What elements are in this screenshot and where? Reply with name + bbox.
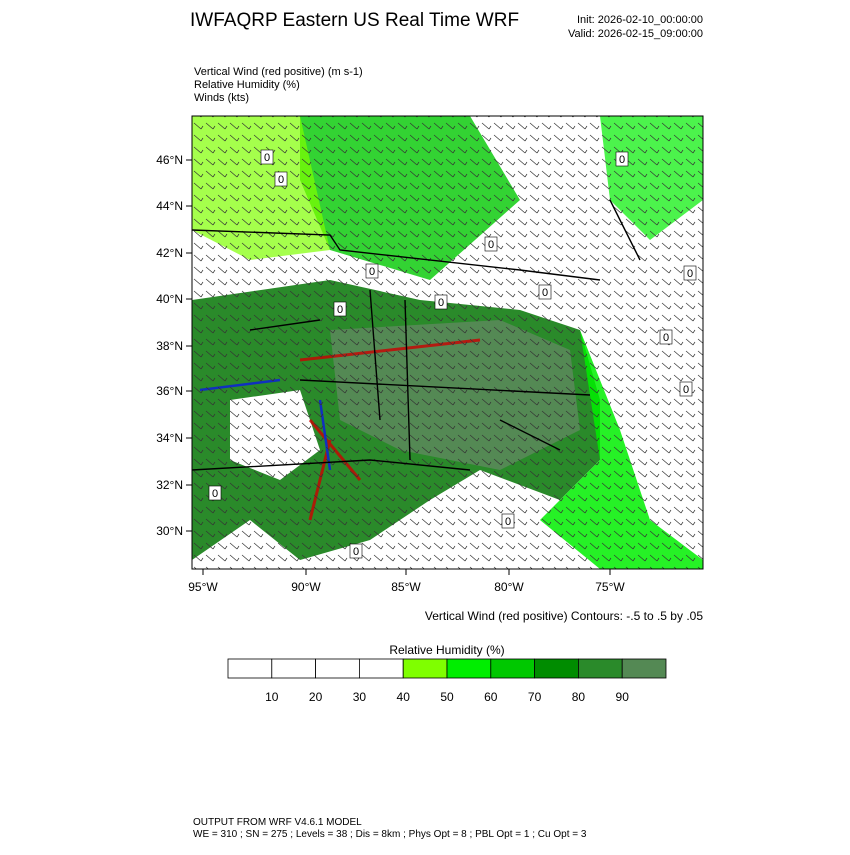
contour-label: 0 — [337, 304, 343, 316]
contour-label: 0 — [488, 239, 494, 251]
contour-label: 0 — [687, 268, 693, 280]
lat-label: 42°N — [156, 246, 183, 260]
colorbar-box — [621, 658, 667, 679]
contour-label: 0 — [438, 297, 444, 309]
contour-label-box — [501, 513, 515, 529]
footer: OUTPUT FROM WRF V4.6.1 MODEL — [193, 817, 362, 828]
lat-label: 38°N — [156, 339, 183, 353]
colorbar-label: 10 — [265, 690, 279, 704]
contour-label: 0 — [619, 154, 625, 166]
lon-label: 90°W — [291, 580, 321, 594]
lon-label: 80°W — [494, 580, 524, 594]
title: IWFAQRP Eastern US Real Time WRF — [190, 10, 519, 31]
colorbar-label: 30 — [353, 690, 367, 704]
lat-label: 44°N — [156, 199, 183, 213]
contour-label-box — [659, 329, 673, 345]
contour-label: 0 — [278, 174, 284, 186]
lon-label: 75°W — [595, 580, 625, 594]
footer: WE = 310 ; SN = 275 ; Levels = 38 ; Dis … — [193, 829, 587, 840]
colorbar-label: 70 — [528, 690, 542, 704]
contour-label-box — [260, 149, 274, 165]
contour-label: 0 — [353, 546, 359, 558]
contour-label: 0 — [212, 488, 218, 500]
colorbar-box — [271, 658, 316, 679]
field-label: Vertical Wind (red positive) (m s-1) — [194, 66, 363, 78]
colorbar-title: Relative Humidity (%) — [389, 643, 504, 657]
contour-label: 0 — [264, 152, 270, 164]
lat-label: 34°N — [156, 431, 183, 445]
contour-label: 0 — [663, 332, 669, 344]
contour-label: 0 — [683, 384, 689, 396]
contour-info: Vertical Wind (red positive) Contours: -… — [425, 609, 703, 623]
colorbar-box — [227, 658, 273, 679]
lat-label: 40°N — [156, 292, 183, 306]
colorbar-label: 20 — [309, 690, 323, 704]
colorbar-box — [446, 658, 492, 679]
init-time: Init: 2026-02-10_00:00:00 — [577, 14, 703, 26]
contour-label-box — [274, 171, 288, 187]
lat-label: 36°N — [156, 384, 183, 398]
colorbar-label: 40 — [397, 690, 411, 704]
map-fields — [192, 116, 703, 569]
lat-label: 46°N — [156, 153, 183, 167]
contour-label-box — [365, 263, 379, 279]
colorbar-label: 80 — [572, 690, 586, 704]
contour-label-box — [615, 151, 629, 167]
colorbar-box — [315, 658, 360, 679]
contour-label-box — [683, 265, 697, 281]
contour-label-box — [333, 301, 347, 317]
contour-label: 0 — [542, 287, 548, 299]
colorbar-box — [490, 658, 535, 679]
valid-time: Valid: 2026-02-15_09:00:00 — [568, 28, 703, 40]
colorbar-label: 90 — [616, 690, 630, 704]
contour-label-box — [349, 543, 363, 559]
contour-label-box — [208, 485, 222, 501]
field-label: Winds (kts) — [194, 92, 249, 104]
lat-label: 30°N — [156, 524, 183, 538]
colorbar-label: 50 — [440, 690, 454, 704]
contour-label-box — [484, 236, 498, 252]
colorbar-box — [402, 658, 448, 679]
colorbar-box — [358, 658, 404, 679]
contour-label-box — [679, 381, 693, 397]
colorbar-box — [534, 658, 579, 679]
contour-label-box — [538, 284, 552, 300]
contour-label-box — [434, 294, 448, 310]
map-frame — [191, 115, 704, 570]
contour-label: 0 — [505, 516, 511, 528]
contour-label: 0 — [369, 266, 375, 278]
lon-label: 95°W — [188, 580, 218, 594]
lon-label: 85°W — [391, 580, 421, 594]
colorbar-label: 60 — [484, 690, 498, 704]
lat-label: 32°N — [156, 478, 183, 492]
field-label: Relative Humidity (%) — [194, 79, 300, 91]
colorbar-box — [578, 658, 623, 679]
